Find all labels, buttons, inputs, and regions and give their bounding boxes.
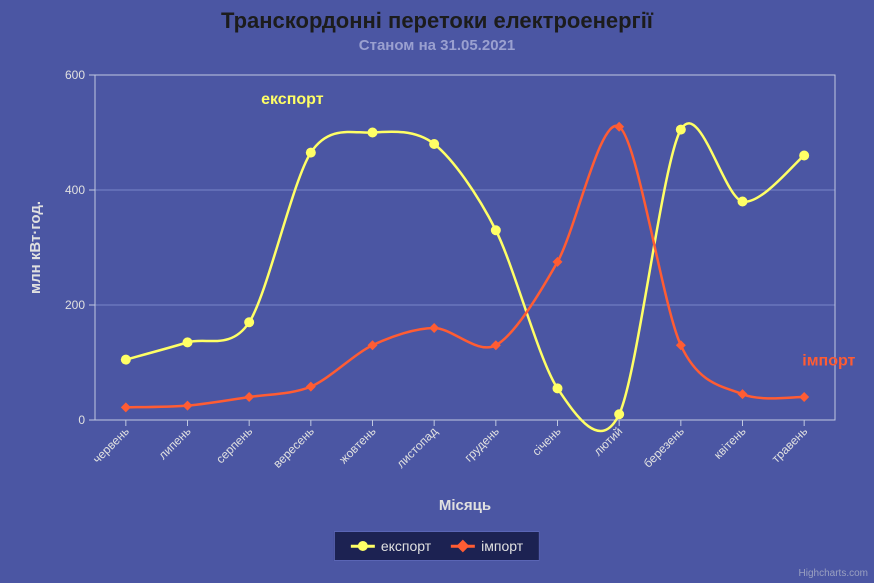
x-tick-label: вересень bbox=[270, 424, 317, 471]
legend-item-експорт[interactable]: експорт bbox=[351, 538, 431, 554]
series-marker-експорт[interactable] bbox=[614, 409, 624, 419]
series-marker-імпорт[interactable] bbox=[429, 323, 439, 333]
series-marker-імпорт[interactable] bbox=[738, 389, 748, 399]
series-marker-експорт[interactable] bbox=[738, 197, 748, 207]
line-chart: Транскордонні перетоки електроенергії Ста… bbox=[0, 0, 874, 583]
series-line-експорт[interactable] bbox=[126, 123, 804, 431]
y-axis-title: млн кВт·год. bbox=[27, 201, 44, 294]
series-marker-експорт[interactable] bbox=[306, 148, 316, 158]
legend-item-імпорт[interactable]: імпорт bbox=[451, 538, 523, 554]
series-annotation-імпорт: імпорт bbox=[802, 352, 855, 369]
series-marker-експорт[interactable] bbox=[491, 225, 501, 235]
series-marker-імпорт[interactable] bbox=[306, 382, 316, 392]
x-tick-label: жовтень bbox=[336, 424, 378, 466]
credits[interactable]: Highcharts.com bbox=[799, 568, 868, 579]
x-tick-label: квітень bbox=[711, 424, 749, 462]
x-tick-label: липень bbox=[156, 424, 194, 462]
series-marker-імпорт[interactable] bbox=[676, 340, 686, 350]
series-marker-експорт[interactable] bbox=[429, 139, 439, 149]
x-axis-title: Місяць bbox=[439, 497, 491, 514]
series-annotation-експорт: експорт bbox=[261, 91, 324, 108]
series-marker-експорт[interactable] bbox=[368, 128, 378, 138]
legend-label: експорт bbox=[381, 538, 431, 554]
series-marker-імпорт[interactable] bbox=[799, 392, 809, 402]
series-marker-імпорт[interactable] bbox=[553, 257, 563, 267]
series-marker-імпорт[interactable] bbox=[368, 340, 378, 350]
x-tick-label: грудень bbox=[462, 424, 502, 464]
series-marker-імпорт[interactable] bbox=[121, 402, 131, 412]
y-tick-label: 0 bbox=[78, 413, 85, 427]
chart-subtitle: Станом на 31.05.2021 bbox=[359, 37, 515, 54]
series-marker-експорт[interactable] bbox=[244, 317, 254, 327]
series-marker-експорт[interactable] bbox=[676, 125, 686, 135]
x-tick-label: листопад bbox=[394, 424, 441, 471]
chart-title: Транскордонні перетоки електроенергії bbox=[221, 8, 654, 33]
series-line-імпорт[interactable] bbox=[126, 126, 804, 408]
series-marker-експорт[interactable] bbox=[183, 337, 193, 347]
x-tick-label: березень bbox=[641, 424, 687, 470]
series-marker-імпорт[interactable] bbox=[244, 392, 254, 402]
y-tick-label: 400 bbox=[65, 183, 85, 197]
x-tick-label: серпень bbox=[213, 424, 255, 466]
series-marker-експорт[interactable] bbox=[121, 355, 131, 365]
y-tick-label: 200 bbox=[65, 298, 85, 312]
series-marker-експорт[interactable] bbox=[799, 151, 809, 161]
series-marker-імпорт[interactable] bbox=[183, 401, 193, 411]
legend: експорт імпорт bbox=[334, 531, 540, 561]
x-tick-label: травень bbox=[769, 424, 810, 465]
legend-label: імпорт bbox=[481, 538, 523, 554]
y-tick-label: 600 bbox=[65, 68, 85, 82]
series-marker-експорт[interactable] bbox=[553, 383, 563, 393]
x-tick-label: січень bbox=[529, 424, 563, 458]
x-tick-label: червень bbox=[90, 424, 132, 466]
